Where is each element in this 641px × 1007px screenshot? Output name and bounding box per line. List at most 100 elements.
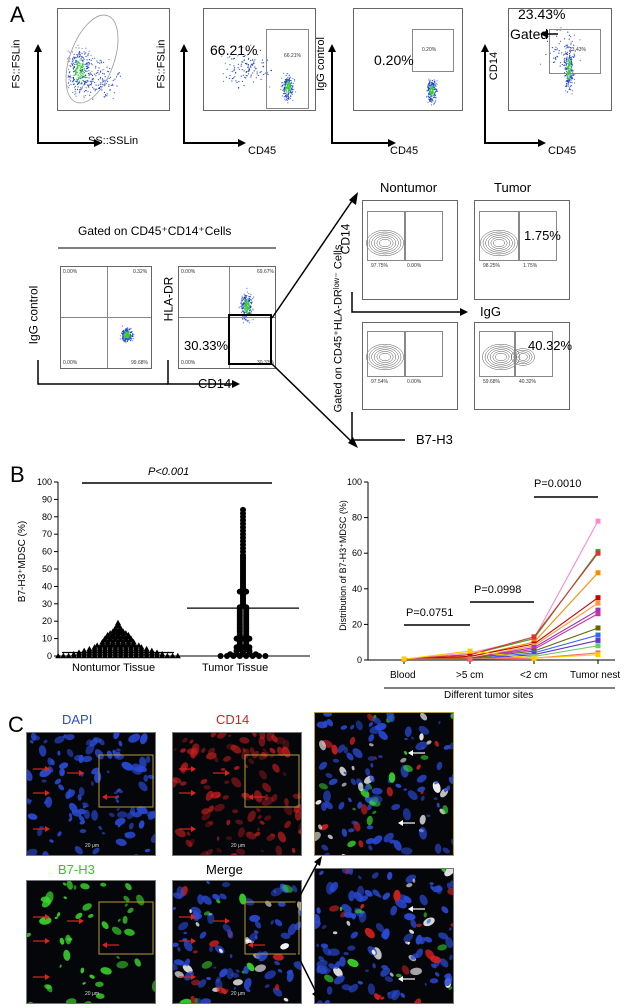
chart1-point-nontumor bbox=[112, 630, 119, 636]
flow-dot bbox=[74, 73, 76, 75]
flow-dot bbox=[241, 307, 243, 309]
flow-dot bbox=[250, 306, 252, 308]
flow-dot bbox=[117, 74, 119, 76]
cell-blob bbox=[326, 986, 333, 995]
flow-dot bbox=[243, 85, 245, 87]
micro-merge: 20 μm bbox=[172, 880, 302, 1004]
cell-blob bbox=[419, 827, 427, 840]
panel-label-c: C bbox=[8, 712, 24, 737]
cell-blob bbox=[205, 790, 214, 801]
flow-dot bbox=[243, 297, 246, 299]
flow-dot bbox=[285, 95, 287, 97]
flow-dot bbox=[434, 88, 436, 90]
cell-blob bbox=[272, 953, 284, 961]
chart1-point-nontumor bbox=[138, 644, 145, 650]
flow-dot bbox=[245, 70, 247, 73]
cell-blob bbox=[328, 948, 340, 956]
flow-dot bbox=[573, 82, 576, 84]
cell-blob bbox=[116, 748, 121, 752]
flow-dot bbox=[119, 338, 121, 340]
flow-dot bbox=[242, 308, 244, 310]
micro-arrowhead bbox=[45, 766, 50, 772]
cell-blob bbox=[271, 735, 278, 743]
cell-blob bbox=[323, 790, 331, 803]
flow-dot bbox=[79, 52, 81, 54]
flow-dot bbox=[125, 338, 127, 340]
flow-dot bbox=[241, 61, 243, 63]
cell-blob bbox=[219, 893, 227, 900]
chart1-point-nontumor bbox=[70, 651, 77, 657]
flow-dot bbox=[86, 76, 88, 78]
chart1-ytick-label: 0 bbox=[47, 651, 52, 661]
flow-dot bbox=[569, 51, 572, 53]
cell-blob bbox=[317, 965, 327, 974]
cell-blob bbox=[423, 912, 428, 918]
flow-dot bbox=[570, 62, 572, 64]
flow-dot bbox=[428, 95, 430, 98]
flow-dot bbox=[79, 63, 81, 65]
flow-dot bbox=[243, 315, 245, 317]
nt-top-gate-left bbox=[367, 211, 405, 261]
flow-dot bbox=[69, 51, 71, 53]
flow-dot bbox=[106, 93, 108, 95]
cell-blob bbox=[349, 736, 356, 745]
flow-dot bbox=[96, 60, 98, 62]
cell-blob bbox=[391, 989, 401, 1001]
flow-dot bbox=[572, 78, 574, 80]
cell-blob bbox=[222, 795, 229, 800]
cell-blob bbox=[57, 750, 61, 756]
flow-dot bbox=[118, 72, 120, 74]
cell-blob bbox=[346, 752, 354, 761]
flow-dot bbox=[286, 88, 288, 90]
cell-blob bbox=[124, 928, 135, 936]
b7h3-x-label: B7-H3 bbox=[416, 432, 453, 447]
micro-arrowhead bbox=[225, 918, 230, 924]
igg-dots bbox=[425, 78, 439, 106]
flow-dot bbox=[431, 87, 434, 89]
flow-dot bbox=[564, 67, 566, 69]
micro-b7h3: 20 μm bbox=[26, 880, 156, 1004]
flow-dot bbox=[79, 92, 81, 94]
hla-quad-ll: 0.00% bbox=[181, 360, 196, 366]
flow-dot bbox=[243, 70, 245, 72]
flow-dot bbox=[86, 62, 88, 64]
flow-dot bbox=[246, 310, 248, 312]
contour-ring bbox=[366, 229, 404, 257]
flow-dot bbox=[238, 307, 240, 309]
cell-blob bbox=[364, 889, 373, 897]
flow-dot bbox=[569, 64, 571, 66]
flow-dot bbox=[431, 84, 433, 86]
cell-blob bbox=[206, 849, 213, 855]
flow-dot bbox=[81, 70, 83, 72]
flow-dot bbox=[248, 299, 250, 301]
flow-dot bbox=[74, 74, 77, 76]
chart1-ytick-label: 60 bbox=[42, 547, 52, 557]
flow-dot bbox=[245, 296, 247, 298]
flow-dot bbox=[74, 61, 76, 63]
flow-dot bbox=[250, 299, 253, 301]
flow-dot bbox=[566, 59, 568, 61]
flow-dot bbox=[249, 305, 251, 307]
cell-blob bbox=[319, 740, 326, 751]
flow-dot bbox=[565, 85, 567, 88]
flow-dot bbox=[568, 69, 570, 71]
flow-dot bbox=[289, 82, 291, 84]
chart1-ytick-label: 40 bbox=[42, 581, 52, 591]
chart2-series-point bbox=[595, 570, 601, 576]
flow-dot bbox=[128, 330, 130, 332]
contour-tumor-top: 98.25% 1.75% bbox=[474, 200, 570, 300]
flow-dot bbox=[572, 74, 574, 77]
cell-blob bbox=[297, 829, 301, 835]
micro-b7h3-svg bbox=[27, 881, 155, 1003]
chart1-point-nontumor bbox=[117, 644, 124, 650]
cell-blob bbox=[215, 976, 221, 983]
flow-dot bbox=[247, 70, 249, 73]
cell-blob bbox=[228, 734, 232, 737]
cell-blob bbox=[321, 802, 327, 812]
cell-blob bbox=[80, 967, 85, 974]
flow-dot bbox=[568, 65, 570, 67]
cell-blob bbox=[85, 739, 92, 746]
cell-blob bbox=[341, 854, 347, 855]
flow-dot bbox=[233, 65, 235, 67]
cell-blob bbox=[151, 979, 155, 992]
